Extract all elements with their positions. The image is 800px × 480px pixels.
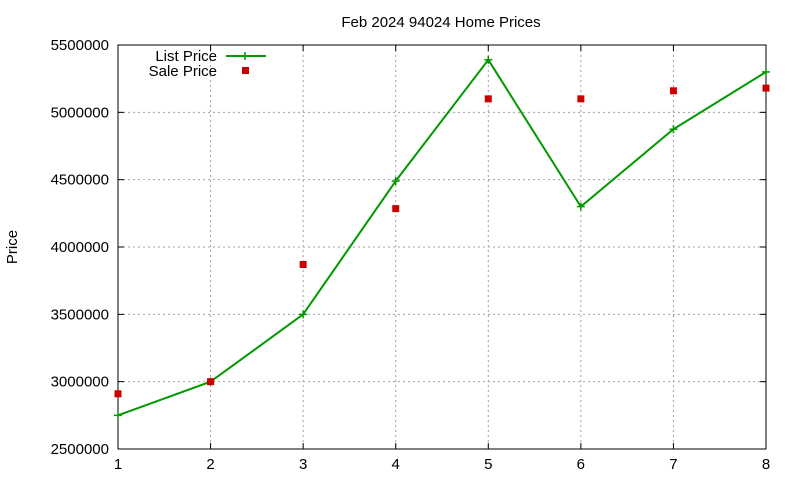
legend-swatch-list-price-marker xyxy=(241,52,249,60)
list-price-point xyxy=(669,125,678,134)
x-tick-label: 5 xyxy=(484,456,492,473)
x-tick-label: 3 xyxy=(299,456,307,473)
y-axis-label: Price xyxy=(4,230,21,264)
series xyxy=(114,55,770,420)
legend: List Price Sale Price xyxy=(149,48,266,80)
legend-swatch-sale-price-marker xyxy=(242,67,249,74)
y-tick-label: 3500000 xyxy=(51,306,109,323)
x-tick-label: 7 xyxy=(669,456,677,473)
sale-price-point xyxy=(577,95,585,103)
x-tick-label: 2 xyxy=(206,456,214,473)
legend-label-sale-price: Sale Price xyxy=(149,63,217,80)
y-tick-label: 3000000 xyxy=(51,374,109,391)
y-tick-label: 5000000 xyxy=(51,104,109,121)
sale-price-point xyxy=(207,378,215,386)
list-price-point xyxy=(114,411,122,420)
y-tick-label: 4500000 xyxy=(51,172,109,189)
y-tick-label: 4000000 xyxy=(51,239,109,256)
x-tick-label: 6 xyxy=(577,456,585,473)
grid xyxy=(118,45,766,449)
list-price-point xyxy=(299,310,308,319)
list-price-point xyxy=(762,67,770,76)
x-tick-label: 4 xyxy=(392,456,400,473)
sale-price-point xyxy=(392,205,400,213)
x-tick-label: 8 xyxy=(762,456,770,473)
sale-price-point xyxy=(669,87,677,95)
axis-ticks xyxy=(117,44,767,450)
y-tick-label: 5500000 xyxy=(51,37,109,54)
list-price-point xyxy=(391,177,400,186)
chart-title: Feb 2024 94024 Home Prices xyxy=(341,14,540,31)
sale-price-point xyxy=(114,390,122,398)
sale-price-point xyxy=(299,261,307,269)
sale-price-point xyxy=(762,84,770,92)
x-tick-label: 1 xyxy=(114,456,122,473)
list-price-line xyxy=(117,58,767,417)
list-price-point xyxy=(484,55,493,64)
x-axis-tick-labels: 1 2 3 4 5 6 7 8 xyxy=(114,456,770,473)
list-price-point xyxy=(576,202,585,211)
y-tick-label: 2500000 xyxy=(51,441,109,458)
y-axis-tick-labels: 2500000 3000000 3500000 4000000 4500000 50000… xyxy=(51,37,109,458)
sale-price-point xyxy=(484,95,492,103)
legend-label-list-price: List Price xyxy=(155,48,217,65)
